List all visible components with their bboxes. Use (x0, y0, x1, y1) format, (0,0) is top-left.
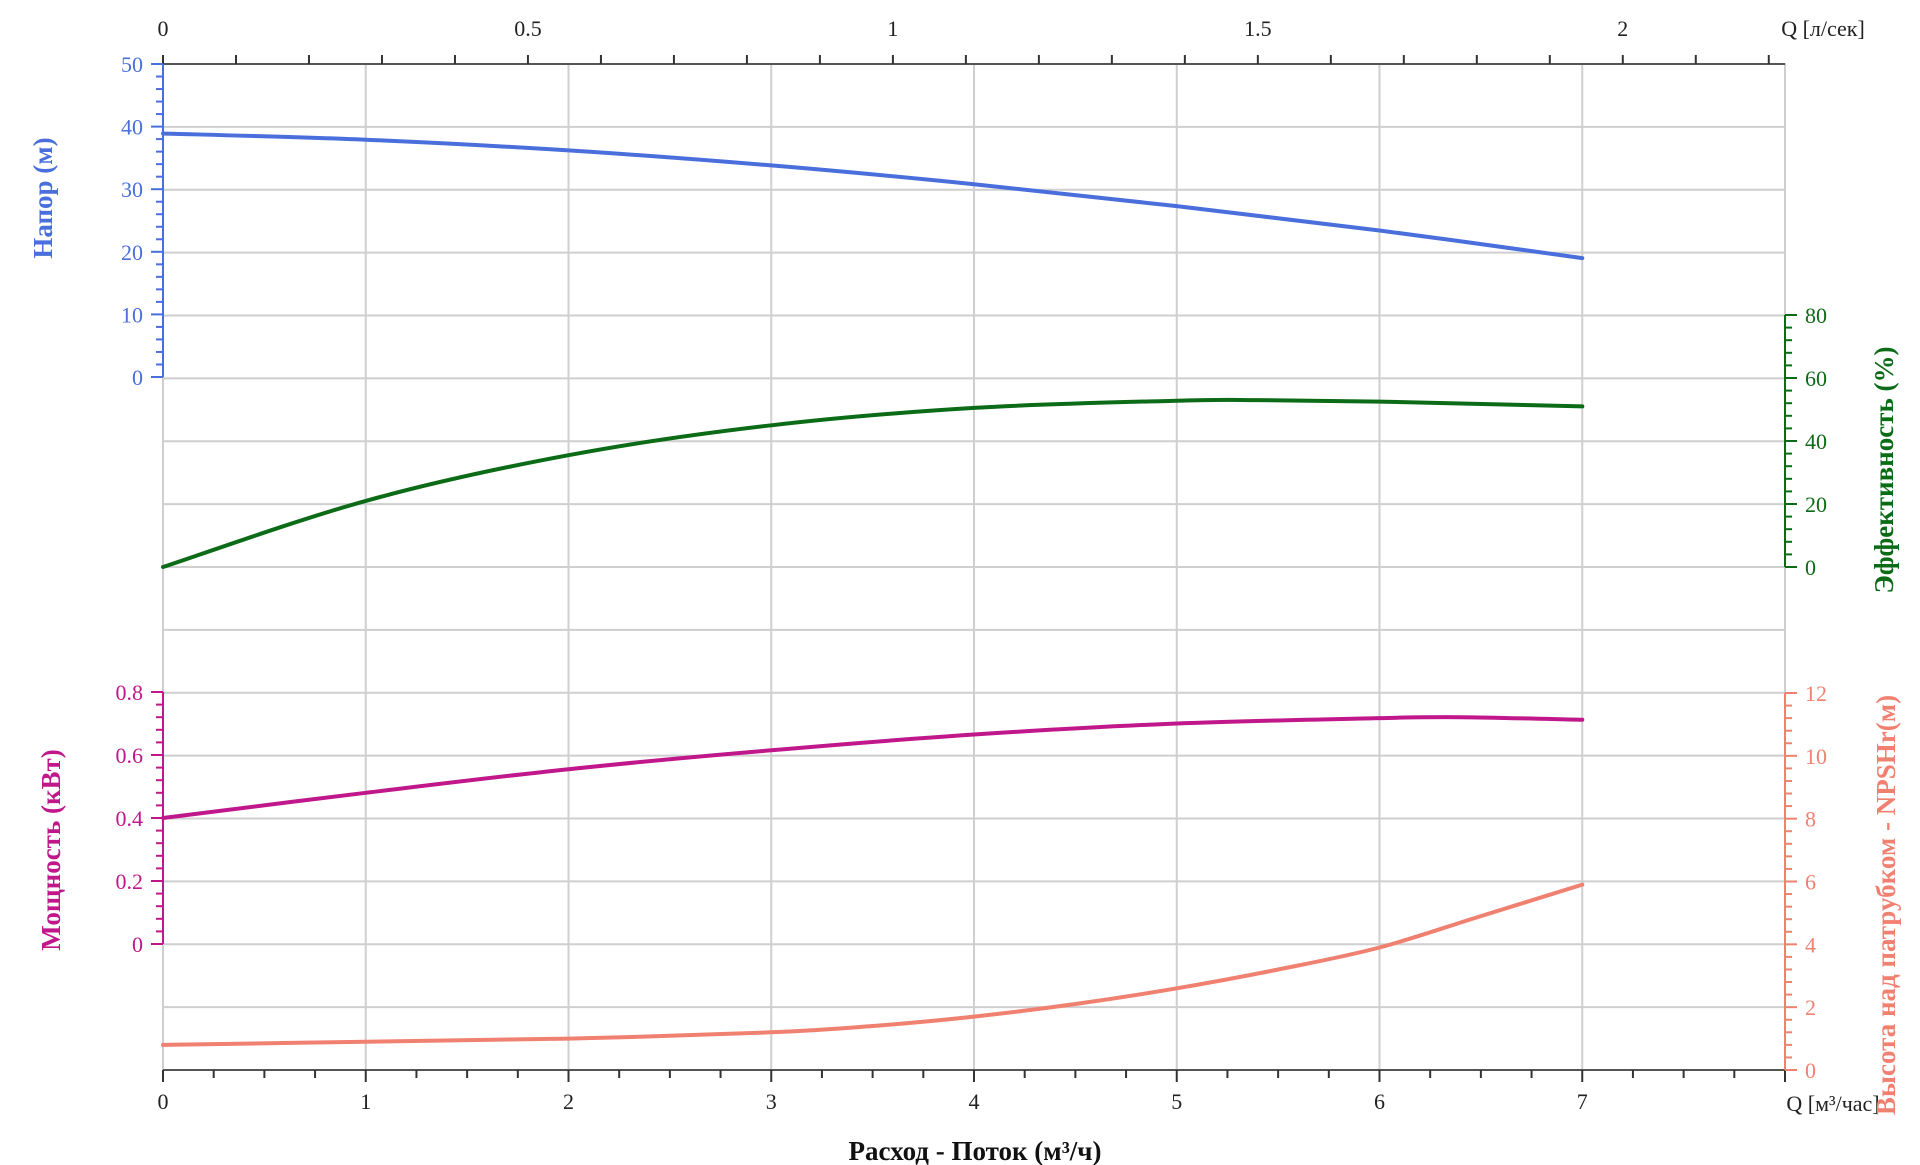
efficiency-tick-label: 80 (1805, 303, 1827, 328)
efficiency-tick-label: 0 (1805, 555, 1816, 580)
head-tick-label: 0 (132, 365, 143, 390)
npsh-tick-label: 6 (1805, 870, 1816, 895)
npsh-tick-label: 10 (1805, 744, 1827, 769)
x-top-tick-label: 1 (887, 16, 898, 41)
head-tick-label: 30 (121, 177, 143, 202)
head-axis-title: Напор (м) (28, 137, 58, 258)
efficiency-tick-label: 40 (1805, 429, 1827, 454)
npsh-tick-label: 12 (1805, 681, 1827, 706)
power-tick-label: 0.6 (116, 743, 144, 768)
x-axis-title: Расход - Поток (м³/ч) (848, 1136, 1101, 1165)
x-tick-label: 5 (1171, 1089, 1182, 1114)
head-curve (161, 131, 1585, 261)
efficiency-axis-title: Эффективность (%) (1869, 347, 1899, 594)
efficiency-tick-label: 20 (1805, 492, 1827, 517)
tick-marks (151, 55, 1797, 1082)
head-tick-label: 40 (121, 115, 143, 140)
power-curve (161, 715, 1585, 820)
x-top-tick-label: 1.5 (1244, 16, 1272, 41)
x-axis-unit: Q [м³/час] (1786, 1091, 1879, 1116)
x-tick-label: 0 (158, 1089, 169, 1114)
power-tick-label: 0.8 (116, 680, 144, 705)
x-top-tick-label: 0 (158, 16, 169, 41)
x-tick-label: 2 (563, 1089, 574, 1114)
npsh-axis-title: Высота над патрубком - NPSHr(м) (1871, 695, 1901, 1115)
head-tick-label: 20 (121, 240, 143, 265)
grid (162, 63, 1786, 1071)
npsh-tick-label: 2 (1805, 995, 1816, 1020)
x-tick-label: 7 (1577, 1089, 1588, 1114)
x-tick-label: 6 (1374, 1089, 1385, 1114)
x-top-tick-label: 0.5 (514, 16, 542, 41)
npsh-tick-label: 4 (1805, 932, 1816, 957)
npsh-curve (161, 882, 1585, 1047)
head-tick-label: 10 (121, 302, 143, 327)
power-tick-label: 0 (132, 932, 143, 957)
curves (161, 131, 1585, 1047)
power-tick-label: 0.4 (116, 806, 144, 831)
x-tick-label: 4 (969, 1089, 980, 1114)
tick-labels: 0 1 2 3 4 5 6 70 0.5 1 1.5 20102030405002040608000.… (116, 16, 1828, 1114)
x-top-axis-unit: Q [л/сек] (1781, 16, 1865, 41)
npsh-tick-label: 0 (1805, 1058, 1816, 1083)
power-axis-title: Мощность (кВт) (36, 749, 66, 951)
x-tick-label: 3 (766, 1089, 777, 1114)
x-tick-label: 1 (360, 1089, 371, 1114)
head-tick-label: 50 (121, 52, 143, 77)
efficiency-curve (161, 397, 1585, 569)
efficiency-tick-label: 60 (1805, 366, 1827, 391)
x-top-tick-label: 2 (1617, 16, 1628, 41)
npsh-tick-label: 8 (1805, 807, 1816, 832)
power-tick-label: 0.2 (116, 869, 144, 894)
